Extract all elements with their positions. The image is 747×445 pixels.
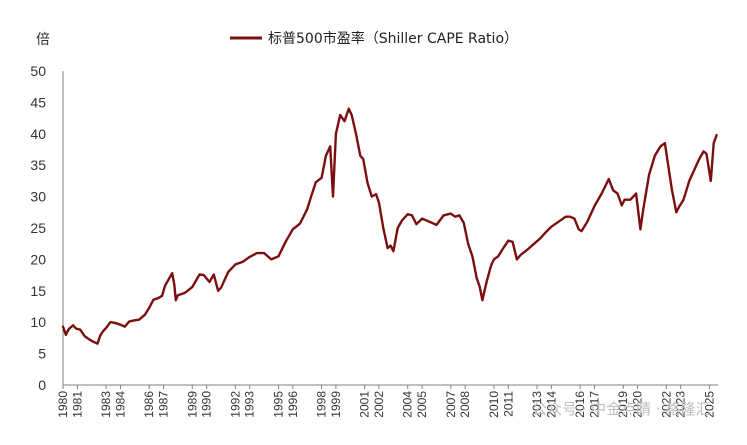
series-line-cape (61, 107, 718, 345)
y-tick-label: 50 (30, 63, 46, 79)
y-tick-label: 0 (38, 377, 46, 393)
x-tick-label: 2011 (501, 391, 515, 417)
x-tick-label: 2007 (444, 391, 458, 418)
y-tick-label: 40 (30, 126, 46, 142)
x-tick-label: 1993 (243, 391, 257, 418)
y-tick-label: 25 (30, 220, 46, 236)
series-group (61, 107, 718, 345)
x-ticks: 1980 1981 1983 1984 1986 1987 1989 1990 1992 1993… (56, 385, 716, 418)
x-tick-label: 2004 (401, 391, 415, 418)
x-tick-label: 1989 (185, 391, 199, 418)
x-tick-label: 1980 (56, 391, 70, 418)
x-tick-label: 2017 (587, 391, 601, 418)
x-tick-label: 2010 (487, 391, 501, 418)
y-axis-label-group: 倍 (36, 32, 50, 48)
x-tick-label: 1998 (315, 391, 329, 418)
x-tick-label: 2023 (674, 391, 688, 418)
x-tick-label: 1996 (286, 391, 300, 418)
x-tick-label: 2025 (702, 391, 716, 418)
x-tick-label: 1995 (271, 391, 285, 418)
y-axis-label: 倍 (36, 32, 50, 48)
watermark: 公众号 · 中金点睛 · 格隆汇 (532, 400, 711, 418)
x-tick-label: 1984 (113, 391, 127, 418)
x-tick-label: 2019 (616, 391, 630, 418)
y-tick-label: 5 (38, 346, 46, 362)
y-tick-label: 35 (30, 157, 46, 173)
legend: 标普500市盈率（Shiller CAPE Ratio） (230, 30, 518, 47)
x-tick-label: 1992 (228, 391, 242, 418)
x-tick-label: 1987 (157, 391, 171, 418)
x-tick-label: 1986 (142, 391, 156, 418)
x-tick-label: 2013 (530, 391, 544, 418)
x-tick-label: 2002 (372, 391, 386, 418)
x-tick-label: 2022 (659, 391, 673, 418)
x-tick-label: 2020 (631, 391, 645, 418)
x-tick-label: 2005 (415, 391, 429, 418)
x-tick-label: 2014 (544, 391, 558, 418)
x-tick-label: 1981 (70, 391, 84, 418)
y-tick-label: 30 (30, 189, 46, 205)
y-tick-label: 20 (30, 251, 46, 267)
y-tick-label: 15 (30, 283, 46, 299)
y-ticks: 0 5 10 15 20 25 30 35 40 45 50 (30, 63, 46, 393)
x-tick-label: 2008 (458, 391, 472, 418)
x-tick-label: 2016 (573, 391, 587, 418)
x-tick-label: 2001 (358, 391, 372, 418)
x-tick-label: 1990 (200, 391, 214, 418)
x-tick-label: 1983 (99, 391, 113, 418)
legend-label: 标普500市盈率（Shiller CAPE Ratio） (268, 30, 518, 47)
x-tick-label: 1999 (329, 391, 343, 418)
y-tick-label: 45 (30, 94, 46, 110)
y-tick-label: 10 (30, 314, 46, 330)
